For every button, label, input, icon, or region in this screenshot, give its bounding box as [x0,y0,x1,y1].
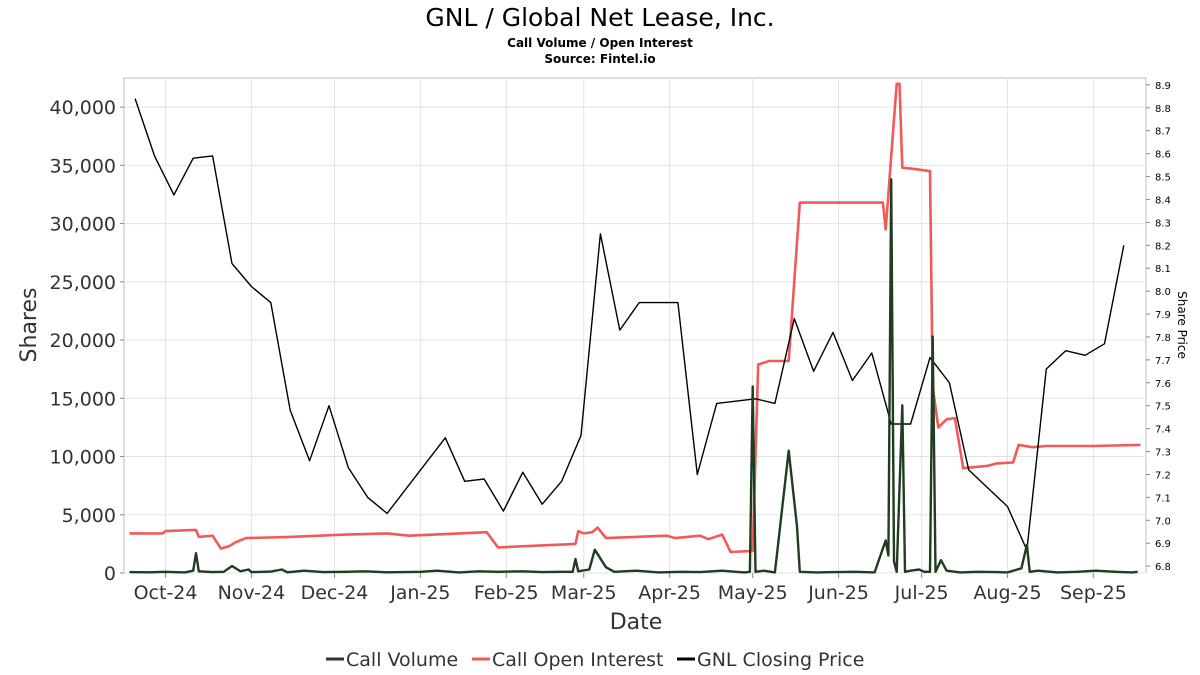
chart-title: GNL / Global Net Lease, Inc. [425,3,774,32]
right-axis-ticks: 6.8 6.9 7.0 7.1 7.2 7.3 7.4 7.5 7.6 7.7 7.8 7.9 8.0 8… [1146,81,1171,573]
left-tick-label: 30,000 [50,214,116,236]
chart-source: Source: Fintel.io [544,52,655,66]
x-tick-label: Jun-25 [807,582,869,604]
y-axis-label: Shares [17,288,42,363]
right-tick-label: 7.3 [1155,448,1171,459]
right-tick-label: 7.8 [1155,333,1171,344]
x-tick-label: Jan-25 [389,582,450,604]
left-axis-ticks: 0 5,000 10,000 15,000 20,000 25,000 30,000 35,0… [50,97,124,585]
x-tick-label: Sep-25 [1060,582,1127,604]
series-line-gnl-closing-price [134,98,1125,551]
right-tick-label: 8.2 [1155,241,1171,252]
legend-label: Call Volume [346,649,458,671]
y-axis-label-right: Share Price [1175,291,1189,359]
series-line-call-open-interest [129,82,1141,554]
right-tick-label: 8.0 [1155,287,1171,298]
x-axis-label: Date [610,610,663,635]
x-tick-label: Aug-25 [973,582,1041,604]
x-tick-label: Dec-24 [301,582,369,604]
right-tick-label: 8.7 [1155,127,1171,138]
right-tick-label: 7.1 [1155,493,1171,504]
right-tick-label: 8.4 [1155,195,1171,206]
plot-area [123,77,1147,574]
left-tick-label: 15,000 [50,388,116,410]
right-tick-label: 7.9 [1155,310,1171,321]
right-tick-label: 6.9 [1155,539,1171,550]
right-tick-label: 7.6 [1155,379,1171,390]
x-tick-label: Nov-24 [218,582,286,604]
x-tick-label: Mar-25 [551,582,617,604]
right-tick-label: 6.8 [1155,562,1171,573]
chart-subtitle: Call Volume / Open Interest [507,36,693,50]
x-tick-label: Oct-24 [134,582,198,604]
right-tick-label: 8.5 [1155,173,1171,184]
left-tick-label: 25,000 [50,272,116,294]
series-line-call-volume [129,178,1138,574]
legend-label: GNL Closing Price [697,649,864,671]
left-tick-label: 0 [104,563,116,585]
x-tick-label: Jul-25 [894,582,949,604]
right-tick-label: 7.4 [1155,425,1171,436]
right-tick-label: 8.1 [1155,264,1171,275]
legend-label: Call Open Interest [492,649,664,671]
left-tick-label: 40,000 [50,97,116,119]
right-tick-label: 8.3 [1155,218,1171,229]
x-tick-label: May-25 [718,582,788,604]
left-tick-label: 10,000 [50,447,116,469]
x-axis-ticks: Oct-24 Nov-24 Dec-24 Jan-25 Feb-25 Mar-25 Apr-… [134,573,1127,604]
x-tick-label: Feb-25 [474,582,539,604]
right-tick-label: 8.9 [1155,81,1171,92]
left-tick-label: 20,000 [50,330,116,352]
right-tick-label: 7.7 [1155,356,1171,367]
grid [124,78,1146,574]
x-tick-label: Apr-25 [638,582,701,604]
left-tick-label: 5,000 [62,505,116,527]
right-tick-label: 7.0 [1155,516,1171,527]
left-tick-label: 35,000 [50,155,116,177]
right-tick-label: 8.8 [1155,104,1171,115]
right-tick-label: 7.2 [1155,470,1171,481]
legend: Call Volume Call Open Interest GNL Closing… [326,649,864,671]
series-lines [129,82,1141,574]
right-tick-label: 8.6 [1155,150,1171,161]
right-tick-label: 7.5 [1155,402,1171,413]
